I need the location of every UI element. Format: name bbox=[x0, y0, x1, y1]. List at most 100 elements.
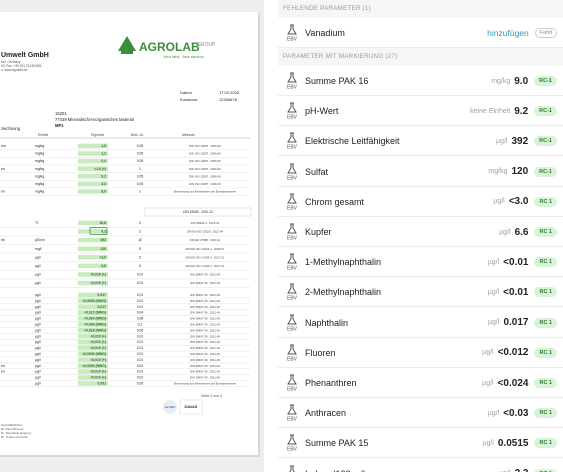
class-badge: RC-1 bbox=[534, 76, 557, 86]
doc-text: 0,05 bbox=[137, 182, 144, 186]
doc-text: 00, Fax: +49 621 22138 598 bbox=[1, 64, 41, 68]
class-badge: RC 1 bbox=[534, 257, 557, 268]
doc-text: 0,01 bbox=[137, 352, 144, 356]
doc-text: n: www.agrolab.de bbox=[1, 68, 27, 72]
doc-text: 5 bbox=[139, 264, 141, 268]
flask-icon: EBV bbox=[287, 102, 298, 121]
row-values: µg/l <0.03 RC 1 bbox=[488, 398, 557, 428]
value: 0.0515 bbox=[497, 437, 529, 449]
parameter-row[interactable]: EBV 1-Methylnaphthalin µg/l <0.01 RC 1 bbox=[278, 247, 563, 278]
doc-text: Kundennr. bbox=[180, 97, 198, 102]
doc-text: DIN EN 27888 : 1993-11 bbox=[190, 238, 221, 242]
doc-text: DIN 38407-39 : 2011-09 bbox=[190, 340, 220, 344]
icon-label: EBV bbox=[287, 387, 298, 393]
result-highlight bbox=[78, 298, 108, 304]
parameter-row[interactable]: EBV Summe PAK 16 mg/kg 9.0 RC-1 bbox=[278, 66, 563, 96]
row-values: µg/l <0.012 RC 1 bbox=[482, 338, 557, 368]
value: <0.03 bbox=[503, 407, 529, 419]
doc-text: 15201 bbox=[55, 111, 67, 116]
row-values: keine Einheit 9.2 RC-1 bbox=[470, 96, 557, 126]
doc-text: µg/l bbox=[35, 370, 41, 374]
unit: mg/kg bbox=[488, 168, 508, 176]
parameter-row[interactable]: EBV Anthracen µg/l <0.03 RC 1 bbox=[278, 398, 563, 429]
flask-icon: EBV bbox=[288, 465, 296, 472]
parameter-name: 2-Methylnaphthalin bbox=[305, 287, 382, 298]
parameter-row[interactable]: EBV Indeno(123-cd)pyren µg/l 2.3 RC 1 bbox=[278, 459, 563, 472]
unit: mg/kg bbox=[491, 77, 511, 85]
doc-text: DIN 38407-39 : 2011-09 bbox=[190, 281, 220, 285]
result-highlight bbox=[78, 166, 108, 171]
doc-text: Ergebnis bbox=[91, 133, 104, 137]
icon-label: EBV bbox=[287, 417, 298, 423]
parameter-name: pH-Wert bbox=[305, 106, 339, 117]
parameter-row[interactable]: EBV Phenanthren µg/l <0.024 RC 1 bbox=[278, 368, 563, 398]
result-highlight bbox=[78, 237, 108, 243]
flask-icon: EBV bbox=[287, 374, 298, 393]
doc-text: 0,05 bbox=[137, 159, 144, 163]
doc-text: eit bbox=[1, 238, 5, 242]
result-highlight bbox=[78, 345, 108, 351]
doc-text: <0,010 (+) bbox=[90, 334, 106, 338]
doc-text: zeichnung bbox=[1, 126, 21, 131]
doc-text: 12345678 bbox=[219, 97, 238, 102]
section-header: PARAMETER MIT MARKIERUNG (27) bbox=[278, 48, 563, 66]
parameter-row[interactable]: EBV Chrom gesamt µg/l <3.0 RC 1 bbox=[278, 187, 563, 217]
unit: µg/l bbox=[487, 288, 500, 296]
parameter-row[interactable]: EBV Elektrische Leitfähigkeit µg/l 392 RC-1 bbox=[278, 126, 563, 157]
value: 9.2 bbox=[514, 105, 529, 117]
flask-icon: EBV bbox=[287, 404, 298, 423]
doc-text: 1 bbox=[139, 167, 141, 171]
doc-text: 0 bbox=[139, 221, 141, 225]
icon-label: EBV bbox=[287, 37, 298, 43]
parameter-row[interactable]: EBV Sulfat mg/kg 120 RC-1 bbox=[278, 157, 563, 187]
parameter-row[interactable]: EBV Summe PAK 15 µg/l 0.0515 RC 1 bbox=[278, 428, 563, 459]
parameter-row[interactable]: EBV Naphthalin µg/l 0.017 RC 1 bbox=[278, 308, 563, 338]
doc-text: 9,0 bbox=[101, 190, 106, 194]
result-highlight bbox=[78, 229, 108, 234]
doc-text: 16,8 bbox=[99, 221, 106, 225]
icon-label: EBV bbox=[287, 115, 298, 121]
parameter-row[interactable]: EBV pH-Wert keine Einheit 9.2 RC-1 bbox=[278, 96, 563, 127]
value: <0.01 bbox=[503, 286, 529, 298]
doc-text: <0,010 (+) bbox=[90, 376, 106, 380]
parameter-row[interactable]: EBV Kupfer µg/l 6.6 RC 1 bbox=[278, 217, 563, 247]
row-values: µg/l 6.6 RC 1 bbox=[499, 217, 557, 247]
class-badge: RC-1 bbox=[534, 106, 557, 117]
doc-text: AGROLAB bbox=[139, 40, 200, 54]
class-badge: RC 1 bbox=[534, 438, 557, 449]
add-link[interactable]: hinzufügen bbox=[487, 28, 529, 38]
doc-text: <0,010 (+) bbox=[90, 346, 106, 350]
doc-text: 0,051 bbox=[98, 382, 107, 386]
doc-text: DIN 38407-39 : 2011-09 bbox=[190, 293, 220, 297]
parameter-row[interactable]: EBV Fluoren µg/l <0.012 RC 1 bbox=[278, 338, 563, 368]
doc-text: 0,01 bbox=[137, 358, 144, 362]
doc-text: 0,01 bbox=[137, 364, 144, 368]
value: <0.024 bbox=[497, 377, 529, 389]
parameter-row[interactable]: EBV 2-Methylnaphthalin µg/l <0.01 RC 1 bbox=[278, 277, 563, 308]
parameter-name: Indeno(123-cd)pyren bbox=[305, 459, 389, 472]
doc-text: 120 bbox=[100, 247, 106, 251]
doc-text: <0,018 (NWG) bbox=[84, 328, 106, 332]
class-badge: RC-1 bbox=[534, 136, 557, 147]
doc-text: 0,04 bbox=[137, 311, 144, 315]
missing-row[interactable]: EBV Vanadium hinzufügen Fehlt bbox=[278, 18, 563, 48]
doc-text: <0,010 (+) bbox=[90, 370, 106, 374]
doc-text: <0,0030 (NWG) bbox=[82, 299, 106, 303]
doc-text: 0,017 bbox=[98, 305, 107, 309]
flask-shape bbox=[287, 132, 297, 143]
doc-text: DIN 38407-39 : 2011-09 bbox=[190, 273, 220, 277]
icon-label: EBV bbox=[287, 326, 298, 332]
doc-text: 0,05 bbox=[137, 144, 144, 148]
row-values: µg/l 0.017 RC 1 bbox=[488, 308, 557, 338]
doc-text: µg/l bbox=[35, 334, 41, 338]
class-badge: RC 1 bbox=[534, 347, 557, 358]
doc-text: DIN 38407-39 : 2011-09 bbox=[190, 299, 220, 303]
icon-label: EBV bbox=[287, 266, 298, 272]
doc-text: <0,0030 (NWG) bbox=[82, 352, 106, 356]
doc-text: <1,0 (+) bbox=[94, 167, 106, 171]
row-values: µg/l <3.0 RC 1 bbox=[493, 187, 557, 217]
parameter-name: Phenanthren bbox=[305, 378, 357, 388]
doc-text: <0,024 (NWG) bbox=[84, 317, 106, 321]
result-highlight bbox=[78, 357, 108, 363]
doc-text: µg/l bbox=[35, 305, 41, 309]
